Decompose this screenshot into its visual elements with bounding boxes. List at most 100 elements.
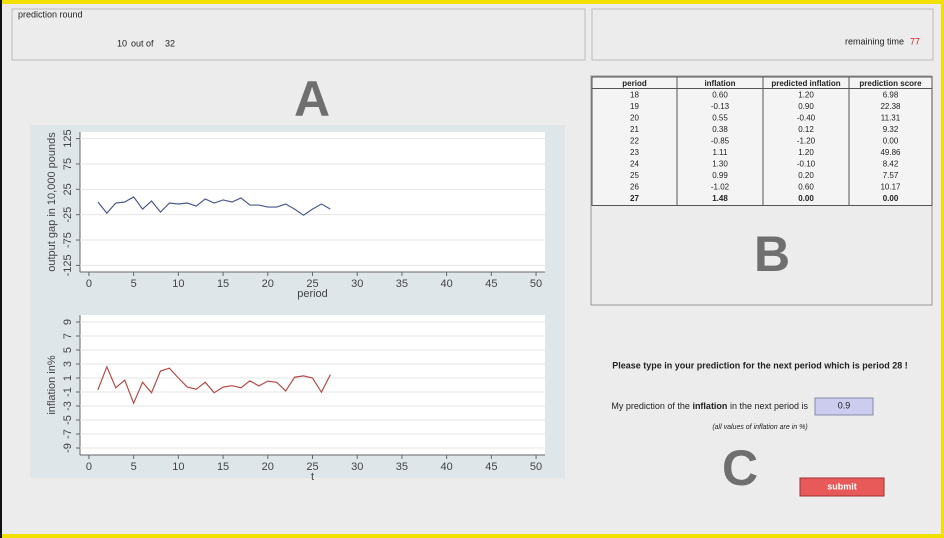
table-cell: 0.38	[712, 125, 728, 134]
table-cell: 0.60	[712, 90, 728, 99]
x-tick-label: 5	[131, 278, 137, 290]
y-tick-label: -25	[62, 207, 74, 223]
column-header: predicted inflation	[771, 79, 840, 88]
x-tick-label: 45	[485, 461, 497, 473]
y-axis-label: inflation in%	[46, 355, 58, 415]
x-axis-label: t	[311, 471, 314, 483]
y-tick-label: 1	[62, 375, 74, 381]
y-tick-label: 75	[62, 158, 74, 170]
table-cell: 0.00	[798, 194, 814, 203]
label-text: inflation	[692, 401, 727, 411]
table-cell: 22.38	[880, 102, 901, 111]
table-cell: 10.17	[880, 182, 901, 191]
x-tick-label: 0	[86, 461, 92, 473]
table-cell: 1.20	[798, 148, 814, 157]
x-tick-label: 0	[86, 278, 92, 290]
section-label: C	[722, 440, 758, 496]
data-line	[97, 196, 331, 216]
table-cell: 19	[630, 102, 639, 111]
table-cell: 23	[630, 148, 639, 157]
x-tick-label: 50	[530, 278, 542, 290]
x-tick-label: 10	[172, 461, 184, 473]
x-tick-label: 10	[172, 278, 184, 290]
table-cell: -1.02	[711, 182, 730, 191]
time-panel	[591, 8, 934, 61]
submit-label[interactable]: submit	[827, 481, 857, 491]
table-cell: 0.60	[798, 182, 814, 191]
note: (all values of inflation are in %)	[712, 424, 807, 431]
round-label: prediction round	[18, 9, 83, 19]
prediction-input[interactable]	[814, 397, 874, 416]
label-text: My prediction of the	[611, 401, 690, 411]
y-axis-label: output gap in 10,000 pounds	[46, 132, 58, 272]
table-cell: -1.20	[797, 136, 816, 145]
section-label: A	[294, 71, 330, 127]
table-cell: 8.42	[883, 159, 899, 168]
x-tick-label: 30	[351, 461, 363, 473]
table-cell: -0.13	[711, 102, 730, 111]
column-header: inflation	[704, 79, 735, 88]
y-tick-label: -3	[62, 401, 74, 411]
input-label: My prediction of the inflation in the ne…	[611, 401, 808, 411]
table-cell: 1.48	[712, 194, 728, 203]
section-label: B	[754, 226, 790, 282]
y-tick-label: 25	[62, 183, 74, 195]
x-tick-label: 5	[131, 461, 137, 473]
label-text: in the next period is	[730, 401, 809, 411]
x-tick-label: 45	[485, 278, 497, 290]
input-value[interactable]: 0.9	[838, 400, 851, 410]
right-border	[941, 0, 944, 538]
x-tick-label: 40	[441, 278, 453, 290]
table-cell: 21	[630, 125, 639, 134]
table-cell: 7.57	[883, 171, 899, 180]
table-cell: 6.98	[883, 90, 899, 99]
table-cell: 0.12	[798, 125, 814, 134]
x-tick-label: 25	[306, 461, 318, 473]
table-cell: -0.10	[797, 159, 816, 168]
data-line	[97, 365, 331, 405]
table-cell: 9.32	[883, 125, 899, 134]
table-cell: 18	[630, 90, 639, 99]
plot-area	[80, 315, 545, 455]
x-tick-label: 30	[351, 278, 363, 290]
table-cell: 0.20	[798, 171, 814, 180]
table-cell: 0.00	[883, 194, 899, 203]
table-cell: 1.11	[713, 148, 729, 157]
table-cell: 0.90	[798, 102, 814, 111]
table-frame	[591, 76, 933, 206]
round-current: 10	[117, 38, 127, 48]
y-tick-label: -5	[62, 415, 74, 425]
y-tick-label: -7	[62, 429, 74, 439]
y-tick-label: -9	[62, 443, 74, 453]
prompt: Please type in your prediction for the n…	[612, 360, 908, 370]
x-tick-label: 35	[396, 278, 408, 290]
x-axis-label: period	[297, 288, 328, 300]
time-value: 77	[910, 36, 920, 46]
y-tick-label: -125	[62, 254, 74, 276]
y-tick-label: 9	[62, 319, 74, 325]
left-border	[0, 0, 2, 538]
table-cell: 22	[630, 136, 639, 145]
table-cell: 1.30	[712, 159, 728, 168]
table-cell: 11.31	[881, 113, 901, 122]
x-tick-label: 20	[262, 278, 274, 290]
table-cell: 49.86	[880, 148, 901, 157]
y-tick-label: -1	[62, 387, 74, 397]
table-cell: 1.20	[798, 90, 814, 99]
submit-button[interactable]	[799, 477, 885, 497]
round-of: out of	[131, 38, 154, 48]
round-total: 32	[165, 38, 175, 48]
table-cell: 0.00	[883, 136, 899, 145]
y-tick-label: 3	[62, 361, 74, 367]
y-tick-label: -75	[62, 232, 74, 248]
bottom-border	[0, 534, 944, 538]
column-header: prediction score	[859, 79, 922, 88]
y-tick-label: 7	[62, 333, 74, 339]
table-cell: 24	[630, 159, 639, 168]
x-tick-label: 35	[396, 461, 408, 473]
x-tick-label: 15	[217, 461, 229, 473]
x-tick-label: 20	[262, 461, 274, 473]
column-header: period	[622, 79, 647, 88]
time-label: remaining time	[845, 36, 904, 46]
